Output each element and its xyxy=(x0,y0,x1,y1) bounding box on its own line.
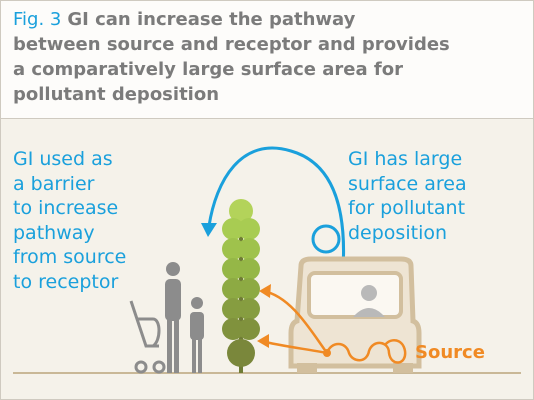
car xyxy=(291,259,419,373)
stroller xyxy=(131,301,164,372)
arrow-head xyxy=(259,284,271,298)
figure: Fig. 3GI can increase the pathway betwee… xyxy=(0,0,534,400)
source-point xyxy=(323,349,331,357)
loop xyxy=(313,226,339,252)
arrow-head xyxy=(257,334,269,348)
annotation-line: a barrier xyxy=(13,174,126,199)
annotation-line: surface area xyxy=(348,174,467,199)
arrow-head xyxy=(201,223,217,237)
annotation-line: deposition xyxy=(348,223,467,248)
green-barrier xyxy=(222,199,260,373)
annotation-line: GI has large xyxy=(348,149,467,174)
source-label: Source xyxy=(415,342,485,363)
annotation-line: GI used as xyxy=(13,149,126,174)
people xyxy=(165,262,204,373)
annotation-line: to increase xyxy=(13,198,126,223)
annotation-line: to receptor xyxy=(13,272,126,297)
annotation-line: for pollutant xyxy=(348,198,467,223)
annotation-line: from source xyxy=(13,247,126,272)
annotation-line: pathway xyxy=(13,223,126,248)
